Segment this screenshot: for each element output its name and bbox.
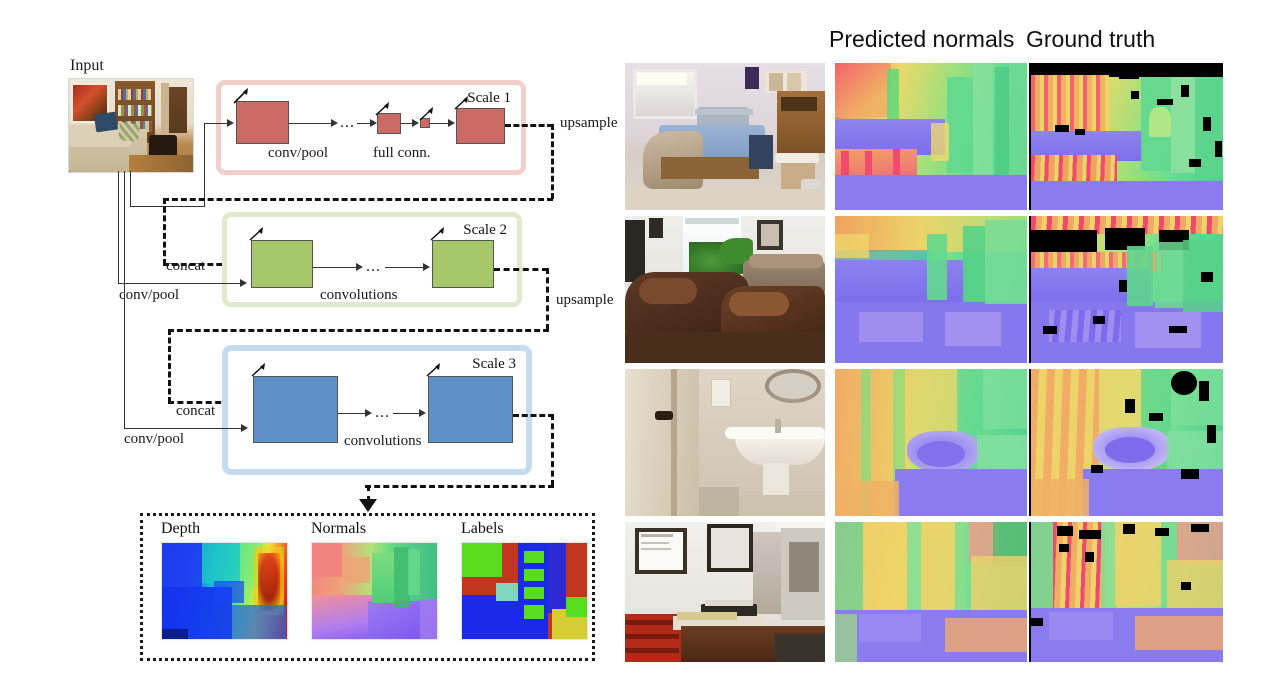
row1-rgb-image — [625, 63, 825, 210]
scale3-conv-block-1 — [253, 376, 338, 443]
architecture-diagram: Input Scale 1 — [0, 0, 618, 686]
input-to-scale3-arrowhead — [241, 424, 248, 432]
row3-rgb-image — [625, 369, 825, 516]
scale2-conv-block-1 — [251, 240, 313, 288]
semantic-label-image — [461, 542, 588, 640]
scale2-conv-block-2 — [432, 240, 494, 288]
scale3-conv-block-2 — [428, 376, 513, 443]
scale3-arrowhead-1 — [365, 409, 372, 417]
ground-truth-header: Ground truth — [1026, 26, 1156, 52]
scale1-arrowhead-4 — [448, 119, 455, 127]
upsample2-dash-v — [546, 268, 549, 330]
depth-map-image — [161, 542, 288, 640]
scale2-arrow-line-2 — [385, 267, 423, 268]
upsample2-dash-h3 — [168, 401, 240, 404]
upsample-label-1: upsample — [560, 115, 618, 131]
concat-label-1: concat — [166, 258, 206, 274]
scale3-convolutions-label: convolutions — [344, 433, 422, 449]
row4-ground-truth-normals — [1029, 522, 1223, 662]
scale2-arrowhead-2 — [423, 263, 430, 271]
scale2-convolutions-label: convolutions — [320, 287, 398, 303]
input-to-scale2-arrowhead — [240, 279, 247, 287]
normal-map-image — [311, 542, 438, 640]
concat-label-2: concat — [176, 403, 216, 419]
scale2-arrowhead-1 — [356, 263, 363, 271]
input-to-scale1-hline — [130, 206, 205, 207]
scale1-ellipsis: ... — [340, 114, 355, 131]
row2-rgb-image — [625, 216, 825, 363]
scale3-arrow-line-2 — [393, 413, 420, 414]
input-to-scale1-arrowhead — [227, 119, 234, 127]
row4-predicted-normals — [835, 522, 1027, 662]
input-to-scale3-vline — [124, 171, 125, 429]
scale2-ellipsis: ... — [366, 258, 381, 275]
scale1-fullconn-label: full conn. — [373, 145, 431, 161]
convpool-label-2: conv/pool — [124, 431, 184, 447]
row1-ground-truth-normals — [1029, 63, 1223, 210]
output-labels: Labels — [461, 520, 588, 640]
upsample2-dash-h1 — [494, 268, 548, 271]
output-depth: Depth — [161, 520, 288, 640]
input-to-scale2-hline — [118, 283, 242, 284]
output-depth-label: Depth — [161, 520, 201, 537]
row4-rgb-image — [625, 522, 825, 662]
output-normals-label: Normals — [311, 520, 367, 537]
scale2-arrow-line-1 — [313, 267, 358, 268]
scale1-arrowhead-1 — [331, 119, 338, 127]
output-dash-v2 — [367, 485, 370, 502]
scale1-arrow-line-2 — [357, 123, 373, 124]
scale-3-title: Scale 3 — [472, 356, 516, 372]
output-labels-label: Labels — [461, 520, 504, 537]
upsample1-dash-v2 — [163, 198, 166, 265]
input-to-scale1-vline-b — [204, 123, 205, 207]
scale3-arrow-line-1 — [338, 413, 368, 414]
upsample1-dash-h3 — [163, 263, 240, 266]
scale1-fc-block — [420, 118, 430, 128]
upsample2-dash-h2 — [168, 329, 549, 332]
convpool-label-1: conv/pool — [119, 287, 179, 303]
row1-predicted-normals — [835, 63, 1027, 210]
scale-2-title: Scale 2 — [463, 222, 507, 238]
input-label: Input — [70, 57, 104, 74]
input-to-scale1-entry — [204, 123, 230, 124]
scale1-arrow-line-4 — [430, 123, 452, 124]
output-arrowhead — [359, 499, 377, 512]
row3-ground-truth-normals — [1029, 369, 1223, 516]
scale1-output-block — [456, 108, 505, 144]
input-to-scale3-hline — [124, 428, 243, 429]
scale-1-title: Scale 1 — [467, 90, 511, 106]
scale1-convpool-label: conv/pool — [268, 145, 328, 161]
input-image-thumbnail — [68, 78, 194, 173]
input-to-scale1-vline-a — [130, 171, 131, 207]
upsample1-dash-h1 — [505, 124, 553, 127]
results-header: Predicted normals Ground truth — [612, 26, 1280, 56]
scale1-conv-block-2 — [377, 113, 401, 134]
output-dash-h1 — [513, 414, 554, 417]
upsample1-dash-h2 — [163, 198, 553, 201]
scale1-arrowhead-2 — [370, 119, 377, 127]
output-normals: Normals — [311, 520, 438, 640]
results-panel: Predicted normals Ground truth — [612, 0, 1280, 686]
upsample2-dash-v2 — [168, 329, 171, 403]
row3-predicted-normals — [835, 369, 1027, 516]
input-to-scale2-vline — [118, 171, 119, 284]
scale1-arrowhead-3 — [412, 119, 419, 127]
output-dash-h2 — [365, 485, 554, 488]
row2-ground-truth-normals — [1029, 216, 1223, 363]
upsample1-dash-v — [551, 124, 554, 199]
scale1-arrow-line-3 — [401, 123, 415, 124]
scale1-arrow-line-1 — [289, 123, 333, 124]
output-panel: Depth Normals — [140, 513, 595, 661]
predicted-normals-header: Predicted normals — [829, 26, 1015, 52]
row2-predicted-normals — [835, 216, 1027, 363]
output-dash-v1 — [551, 414, 554, 486]
scale3-ellipsis: ... — [375, 404, 390, 421]
scale1-conv-block-1 — [236, 101, 289, 144]
upsample-label-2: upsample — [556, 292, 614, 308]
scale3-arrowhead-2 — [419, 409, 426, 417]
